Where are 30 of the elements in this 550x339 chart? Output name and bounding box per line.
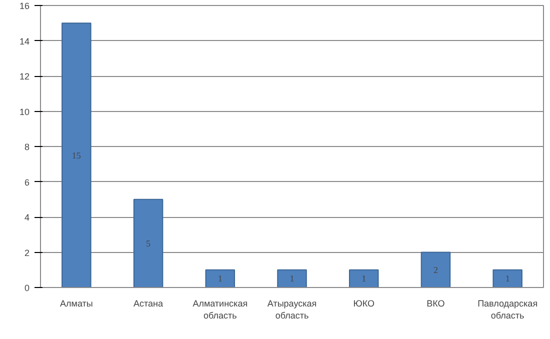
y-tick-label: 12 — [19, 72, 30, 82]
data-label: 2 — [433, 264, 438, 275]
x-tick-label: ЮКО — [353, 298, 374, 308]
data-label: 5 — [146, 238, 152, 248]
x-tick-label: Павлодарская область — [478, 298, 538, 320]
bar — [205, 269, 236, 288]
x-tick-label: ВКО — [426, 298, 445, 308]
y-tick-label: 6 — [24, 177, 30, 188]
data-label: 1 — [218, 274, 222, 284]
bar — [62, 22, 92, 288]
y-tick-label: 0 — [24, 283, 30, 293]
data-label: 15 — [72, 150, 82, 160]
y-tick-label: 14 — [19, 36, 30, 46]
x-tick-label: Атырауская область — [267, 298, 317, 320]
y-tick-label: 16 — [19, 1, 30, 11]
bar — [133, 198, 164, 288]
bar — [277, 269, 307, 288]
bar — [492, 269, 522, 288]
y-tick-label: 8 — [24, 142, 30, 152]
y-tick-label: 4 — [24, 212, 30, 222]
x-tick-label: Алматы — [60, 298, 93, 308]
bar — [348, 269, 379, 288]
y-tick-label: 2 — [24, 248, 30, 258]
data-label: 1 — [290, 274, 294, 284]
data-label: 1 — [362, 274, 366, 284]
y-tick-label: 10 — [19, 106, 30, 117]
data-label: 1 — [505, 274, 510, 284]
x-tick-label: Астана — [134, 298, 164, 308]
bar — [420, 252, 451, 288]
x-tick-label: Алматинская область — [192, 298, 248, 320]
